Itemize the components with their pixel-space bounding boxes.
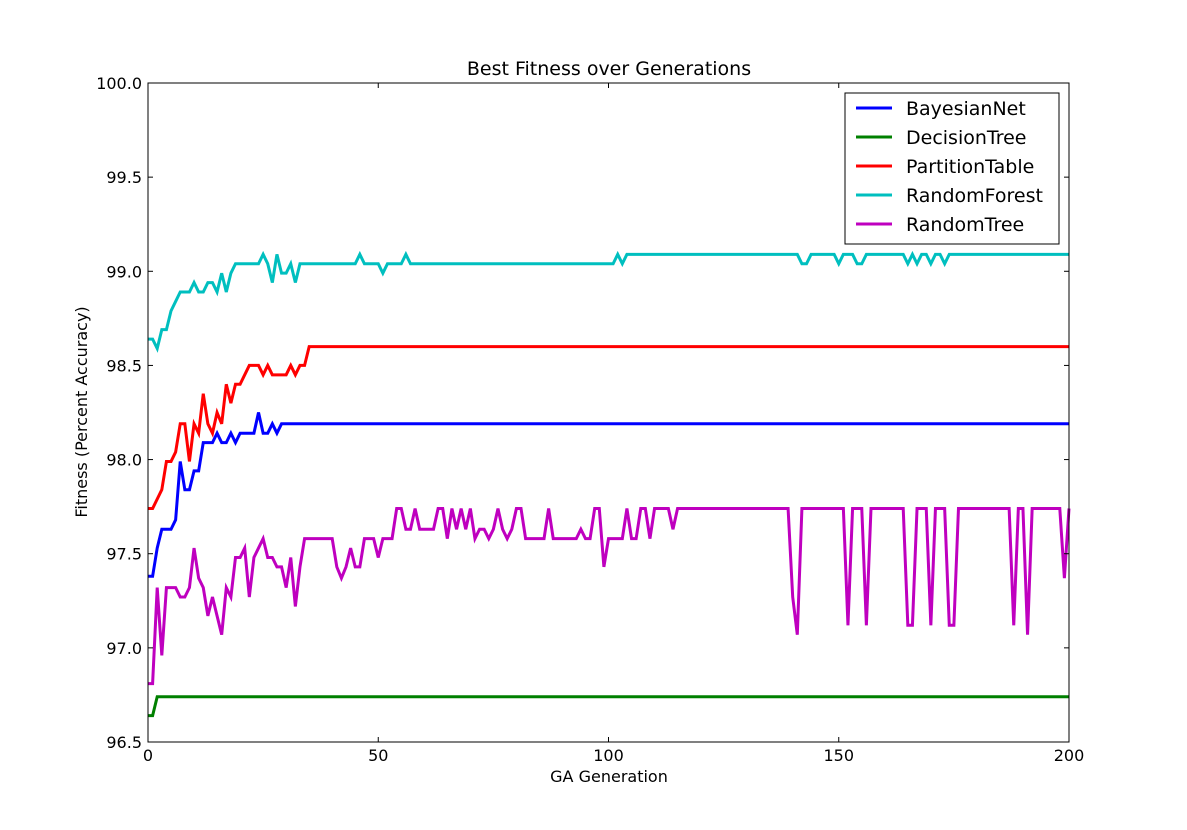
series-line-decisiontree bbox=[148, 695, 1069, 718]
x-tick-label: 0 bbox=[143, 746, 153, 765]
y-tick-label: 97.5 bbox=[106, 545, 142, 564]
series-line-randomforest bbox=[148, 250, 1069, 353]
legend: BayesianNet DecisionTree PartitionTable Ran… bbox=[844, 92, 1060, 245]
y-tick-label: 98.0 bbox=[106, 451, 142, 470]
x-tick-label: 150 bbox=[823, 746, 854, 765]
legend-label: RandomForest bbox=[906, 185, 1043, 207]
series-line-bayesiannet bbox=[148, 412, 1069, 578]
series-line-partitiontable bbox=[148, 345, 1069, 511]
x-tick-label: 200 bbox=[1054, 746, 1085, 765]
legend-label: DecisionTree bbox=[906, 127, 1026, 149]
x-tick-label: 50 bbox=[368, 746, 388, 765]
y-axis-label: Fitness (Percent Accuracy) bbox=[72, 306, 91, 517]
x-tick-label: 100 bbox=[593, 746, 624, 765]
series-line-randomtree bbox=[148, 507, 1071, 686]
legend-label: PartitionTable bbox=[906, 156, 1034, 178]
ticks-layer: 0 50 100 150 200 96.5 97.0 97.5 98.0 98.5 99.0 99.5… bbox=[96, 74, 1084, 765]
series-layer bbox=[148, 250, 1071, 718]
y-tick-label: 100.0 bbox=[96, 74, 142, 93]
x-axis-label: GA Generation bbox=[550, 767, 668, 786]
legend-label: BayesianNet bbox=[906, 98, 1026, 120]
chart-title: Best Fitness over Generations bbox=[467, 58, 751, 80]
y-tick-label: 99.0 bbox=[106, 262, 142, 281]
legend-box bbox=[844, 92, 1060, 245]
legend-label: RandomTree bbox=[906, 214, 1024, 236]
y-tick-label: 98.5 bbox=[106, 356, 142, 375]
y-tick-label: 97.0 bbox=[106, 639, 142, 658]
y-tick-label: 99.5 bbox=[106, 168, 142, 187]
y-tick-label: 96.5 bbox=[106, 733, 142, 752]
